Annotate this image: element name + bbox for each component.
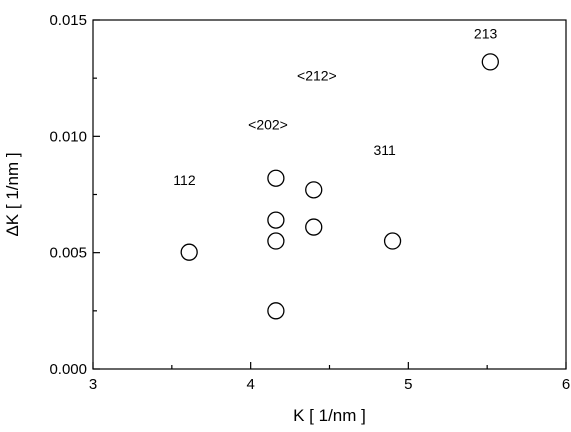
reflection-label: 213 [474, 26, 498, 42]
data-point [305, 181, 323, 199]
tick-labels: 3 4 5 6 0.000 0.005 0.010 0.015 [49, 12, 570, 393]
reflection-label: 311 [374, 142, 397, 158]
y-tick-label: 0.005 [49, 245, 87, 262]
data-point [267, 232, 285, 250]
data-point [305, 218, 323, 236]
axis-ticks [92, 19, 567, 370]
y-tick-label: 0.010 [49, 128, 87, 145]
y-tick-label: 0.000 [49, 361, 87, 378]
reflection-label: <202> [248, 116, 288, 132]
x-axis-title: K [ 1/nm ] [293, 406, 366, 425]
y-axis-title: ΔK [ 1/nm ] [3, 152, 22, 236]
reflection-label: <212> [297, 67, 337, 83]
y-tick-label: 0.015 [49, 12, 87, 29]
data-point [481, 53, 499, 71]
reflection-label: 112 [173, 172, 196, 188]
data-point [180, 243, 198, 261]
data-point [383, 232, 402, 250]
x-tick-label: 3 [89, 376, 97, 393]
annotations: 112 <202> <212> 311 213 [173, 26, 497, 189]
data-point [267, 302, 285, 320]
x-tick-label: 6 [562, 376, 570, 393]
x-tick-label: 5 [404, 376, 412, 393]
data-point [267, 211, 285, 229]
data-point [267, 169, 285, 187]
data-points [180, 53, 499, 320]
x-tick-label: 4 [246, 376, 254, 393]
